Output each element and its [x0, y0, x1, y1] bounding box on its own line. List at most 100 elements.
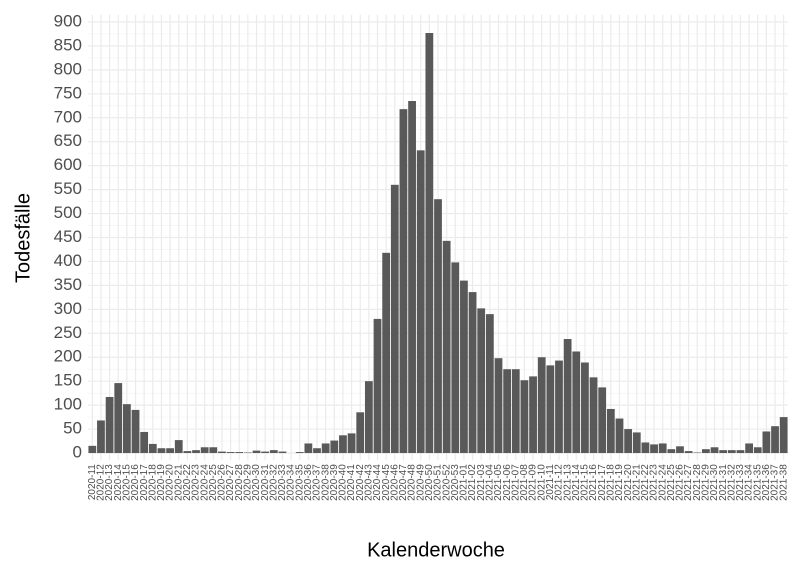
bar — [132, 410, 140, 453]
bar — [408, 101, 416, 453]
bar — [702, 449, 710, 453]
bar — [391, 185, 399, 453]
bar — [598, 387, 606, 453]
x-axis-title: Kalenderwoche — [367, 539, 505, 561]
bar — [477, 308, 485, 453]
bar — [149, 444, 157, 453]
y-tick-label: 400 — [54, 251, 82, 270]
bar — [106, 397, 114, 453]
bar — [253, 451, 261, 453]
bar — [434, 199, 442, 453]
y-tick-label: 100 — [54, 395, 82, 414]
bar — [659, 443, 667, 453]
bar — [754, 447, 762, 453]
y-tick-label: 450 — [54, 227, 82, 246]
bar — [512, 369, 520, 453]
bar — [633, 432, 641, 453]
bar — [400, 109, 408, 453]
bar — [503, 369, 511, 453]
bar — [529, 376, 537, 453]
bar — [650, 444, 658, 453]
bar — [555, 361, 563, 453]
bar — [209, 447, 217, 453]
bar — [97, 420, 105, 453]
bar — [469, 292, 477, 453]
bar — [564, 339, 572, 453]
bar — [304, 443, 312, 453]
bar — [123, 404, 131, 453]
bar — [521, 380, 529, 453]
bar — [88, 446, 96, 453]
bar — [486, 314, 494, 453]
bar — [780, 417, 788, 453]
bar — [685, 451, 693, 453]
bar — [348, 433, 356, 453]
bar — [425, 33, 433, 453]
bar — [158, 448, 166, 453]
y-tick-label: 350 — [54, 275, 82, 294]
bar — [737, 450, 745, 453]
bar — [624, 429, 632, 453]
bar — [590, 377, 598, 453]
y-tick-label: 0 — [73, 443, 82, 462]
bar — [443, 241, 451, 453]
y-tick-label: 600 — [54, 155, 82, 174]
y-tick-label: 200 — [54, 347, 82, 366]
bar — [711, 447, 719, 453]
bar — [365, 381, 373, 453]
bar — [270, 450, 278, 453]
bar — [322, 443, 330, 453]
y-tick-label: 300 — [54, 299, 82, 318]
y-tick-label: 900 — [54, 11, 82, 30]
bar — [192, 450, 200, 453]
bar — [763, 431, 771, 453]
bar — [771, 426, 779, 453]
bar — [451, 262, 459, 453]
y-tick-label: 500 — [54, 203, 82, 222]
bar — [719, 450, 727, 453]
bar — [166, 448, 174, 453]
bar — [417, 150, 425, 453]
bar — [616, 419, 624, 453]
y-tick-label: 150 — [54, 371, 82, 390]
y-tick-label: 50 — [63, 419, 82, 438]
bar — [313, 448, 321, 453]
y-tick-label: 250 — [54, 323, 82, 342]
y-tick-label: 850 — [54, 35, 82, 54]
bar — [382, 253, 390, 453]
bar — [296, 452, 304, 453]
bar — [330, 441, 338, 453]
bar — [261, 452, 269, 453]
bar — [745, 443, 753, 453]
y-axis-title: Todesfälle — [12, 193, 34, 283]
bar — [114, 383, 122, 453]
bar — [642, 442, 650, 453]
bar — [201, 447, 209, 453]
bar — [218, 452, 226, 453]
bar — [538, 357, 546, 453]
y-tick-label: 750 — [54, 83, 82, 102]
bar — [374, 319, 382, 453]
bar — [728, 450, 736, 453]
bar — [356, 412, 364, 453]
bar — [279, 452, 287, 453]
bar — [546, 365, 554, 453]
bar — [175, 440, 183, 453]
bar — [140, 432, 148, 453]
y-tick-label: 800 — [54, 59, 82, 78]
bar — [183, 451, 191, 453]
bar — [572, 351, 580, 453]
bar — [235, 452, 243, 453]
y-tick-label: 550 — [54, 179, 82, 198]
bar — [676, 446, 684, 453]
bar — [607, 409, 615, 453]
bar — [667, 449, 675, 453]
bar — [460, 281, 468, 453]
y-tick-label: 700 — [54, 107, 82, 126]
x-tick-label: 2021-38 — [778, 464, 789, 501]
bar — [581, 362, 589, 453]
bar — [227, 452, 235, 453]
y-tick-label: 650 — [54, 131, 82, 150]
bar — [495, 358, 503, 453]
